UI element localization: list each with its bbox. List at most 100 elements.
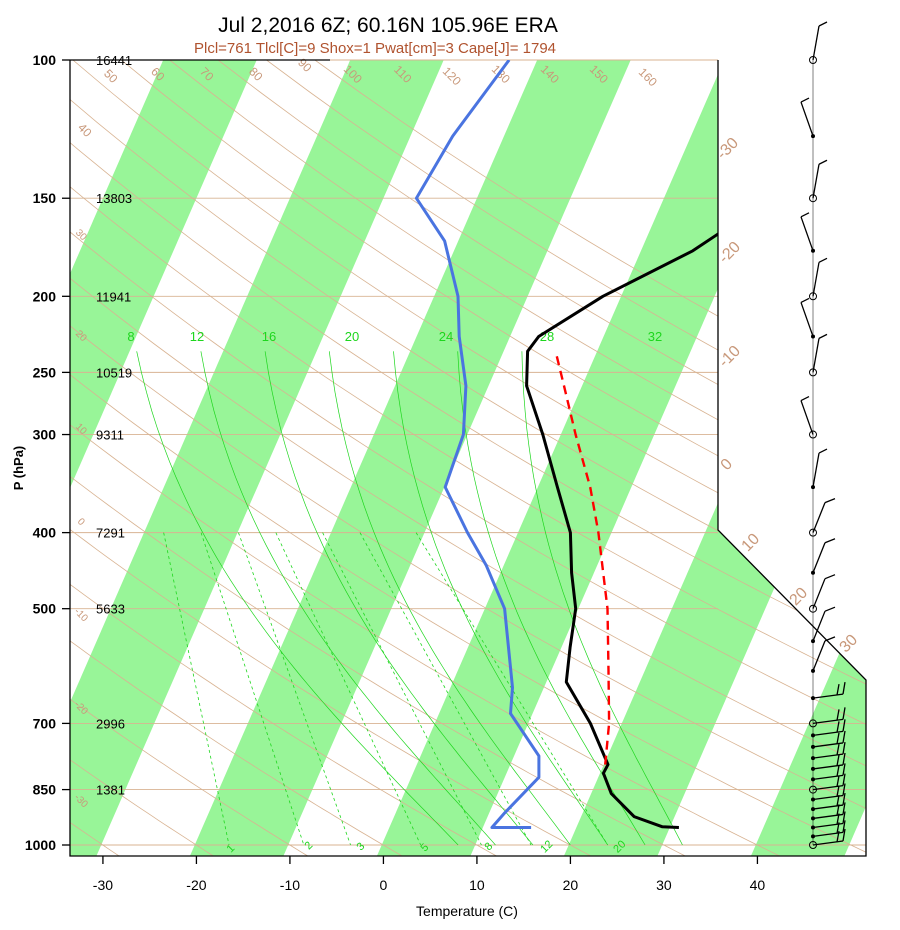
barb-shaft (812, 718, 844, 725)
temperature-tick-label: -10 (280, 877, 300, 893)
barb-shaft (812, 338, 820, 373)
barb-shaft (812, 822, 844, 829)
barb-flag (824, 498, 836, 504)
dry-adiabat (70, 60, 866, 856)
moist-adiabat-label: 12 (190, 329, 204, 344)
height-label: 16441 (96, 53, 132, 68)
barb-flag (836, 830, 840, 843)
dry-adiabat-label: 50 (101, 66, 121, 86)
dewpoint-line (414, 60, 541, 829)
barb-flag (842, 811, 846, 824)
pressure-tick-label: 700 (33, 715, 57, 731)
height-labels: 16441 13803 11941 10519 9311 7291 5633 2996 1381 (96, 53, 132, 798)
moist-adiabat-label: 8 (127, 329, 134, 344)
barb-flag (842, 802, 846, 815)
y-axis-label: P (hPa) (11, 446, 26, 491)
dry-adiabat (70, 60, 602, 856)
moist-adiabat-label: 20 (345, 329, 359, 344)
isotherm-label: 20 (787, 584, 812, 609)
barb-flag (818, 448, 828, 454)
barb-flag (836, 721, 840, 733)
barb-flag (842, 752, 846, 766)
barb-flag (836, 785, 840, 797)
barb-flag (824, 538, 836, 544)
barb-shaft (812, 794, 844, 801)
wind-barbs (800, 21, 846, 849)
dry-adiabat-label: 0 (75, 516, 87, 528)
height-label: 13803 (96, 191, 132, 206)
barb-flag (800, 212, 810, 218)
barb-flag (842, 741, 846, 755)
pressure-tick-label: 300 (33, 427, 57, 443)
moist-adiabat (521, 351, 683, 846)
height-label: 5633 (96, 602, 125, 617)
barb-shaft (812, 452, 820, 488)
temperature-tick-label: 20 (563, 877, 579, 893)
barb-flag (836, 775, 840, 787)
temperature-axis: -30 -20 -10 0 10 20 30 40 (93, 856, 766, 893)
moist-adiabat (264, 351, 534, 846)
barb-flag (842, 763, 846, 776)
barb-flag (800, 395, 810, 402)
dry-adiabat (169, 60, 866, 856)
pressure-tick-label: 150 (33, 190, 57, 206)
mixing-ratio-line (200, 532, 305, 846)
mixing-ratio-line (415, 532, 609, 846)
dry-adiabat-label: 40 (75, 120, 95, 140)
isobar-lines (70, 59, 866, 846)
barb-flag (836, 794, 840, 807)
moist-adiabat-label: 16 (262, 329, 276, 344)
dry-adiabat (70, 60, 866, 856)
height-label: 2996 (96, 716, 125, 731)
dry-adiabat (70, 60, 792, 856)
barb-flag (836, 732, 840, 745)
temperature-line (525, 60, 866, 829)
chart-title: Jul 2,2016 6Z; 60.16N 105.96E ERA (218, 14, 558, 37)
mixing-ratio-line (163, 532, 230, 846)
x-axis-label: Temperature (C) (416, 903, 518, 919)
barb-flag (836, 822, 840, 834)
barb-flag (824, 606, 836, 612)
barb-shaft (800, 400, 814, 435)
barb-shaft (812, 640, 826, 672)
height-label: 11941 (96, 289, 131, 304)
isotherm-label: 10 (739, 530, 764, 555)
temperature-tick-label: 0 (380, 877, 388, 893)
moist-adiabat (328, 351, 571, 846)
barb-shaft (812, 813, 844, 820)
moist-adiabat (393, 351, 608, 846)
barb-shaft (812, 730, 844, 737)
barb-flag (836, 709, 840, 721)
isotherm-band (189, 60, 631, 856)
dry-adiabat (70, 60, 223, 856)
barb-flag (836, 684, 840, 696)
sounding-series (414, 60, 866, 829)
barb-shaft (812, 25, 820, 61)
barb-flag (818, 333, 828, 339)
dry-adiabat (70, 60, 866, 856)
barb-station-circle (809, 604, 817, 613)
barb-flag (800, 97, 810, 103)
barb-shaft (812, 764, 844, 770)
dry-adiabat (70, 60, 697, 856)
barb-shaft (812, 774, 844, 781)
dry-adiabat-label: 160 (636, 65, 660, 89)
barb-flag (842, 719, 846, 732)
barb-flag (818, 159, 828, 165)
dry-adiabat (70, 60, 866, 856)
height-label: 9311 (96, 428, 124, 443)
dry-adiabat-label: 90 (295, 55, 315, 75)
skewt-isotherm-bands (70, 60, 866, 856)
dry-adiabat (70, 60, 866, 856)
barb-station-circle (809, 430, 817, 439)
temperature-tick-label: 40 (750, 877, 766, 893)
barb-flag (836, 765, 840, 777)
barb-flag (800, 297, 810, 304)
barb-shaft (812, 804, 844, 810)
barb-shaft (812, 610, 826, 642)
barb-flag (836, 813, 840, 825)
mixing-ratio-line (322, 532, 482, 846)
mixing-ratio-label: 3 (354, 840, 367, 853)
pressure-tick-label: 850 (33, 782, 57, 798)
mixing-ratio-lines (163, 532, 609, 846)
